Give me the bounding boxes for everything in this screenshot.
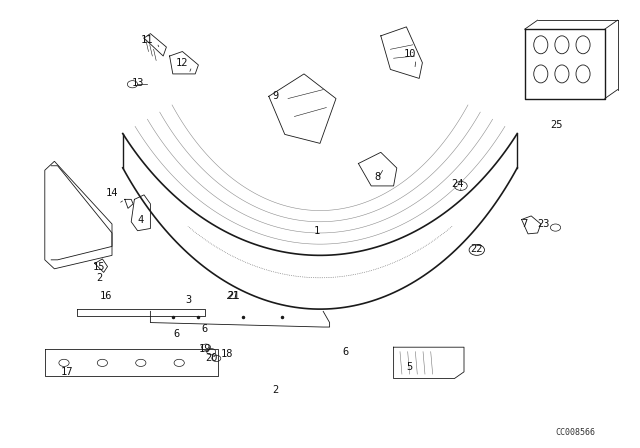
Text: 24: 24 xyxy=(451,179,464,189)
Text: 7: 7 xyxy=(522,219,528,229)
Text: 20: 20 xyxy=(205,353,218,363)
Text: 6: 6 xyxy=(342,347,349,357)
Text: 17: 17 xyxy=(61,367,74,377)
Text: 13: 13 xyxy=(131,78,144,88)
Text: 25: 25 xyxy=(550,121,563,130)
Text: 3: 3 xyxy=(186,295,192,305)
Text: 18: 18 xyxy=(221,349,234,359)
Text: 6: 6 xyxy=(173,329,179,339)
Text: 11: 11 xyxy=(141,35,154,45)
Text: 5: 5 xyxy=(406,362,413,372)
Text: 12: 12 xyxy=(176,58,189,68)
Text: 15: 15 xyxy=(93,262,106,271)
Text: 1: 1 xyxy=(314,226,320,236)
Text: 14: 14 xyxy=(106,188,118,198)
Text: 22: 22 xyxy=(470,244,483,254)
Text: 16: 16 xyxy=(99,291,112,301)
Text: 23: 23 xyxy=(538,219,550,229)
Text: 10: 10 xyxy=(403,49,416,59)
Text: 8: 8 xyxy=(374,172,381,182)
Text: 6: 6 xyxy=(202,324,208,334)
Text: 2: 2 xyxy=(272,385,278,395)
Text: 21: 21 xyxy=(227,291,240,301)
Text: CC008566: CC008566 xyxy=(556,428,595,437)
Text: 9: 9 xyxy=(272,91,278,101)
Text: 2: 2 xyxy=(96,273,102,283)
Text: 19: 19 xyxy=(198,345,211,354)
Text: 21: 21 xyxy=(227,291,240,301)
Text: 4: 4 xyxy=(138,215,144,224)
